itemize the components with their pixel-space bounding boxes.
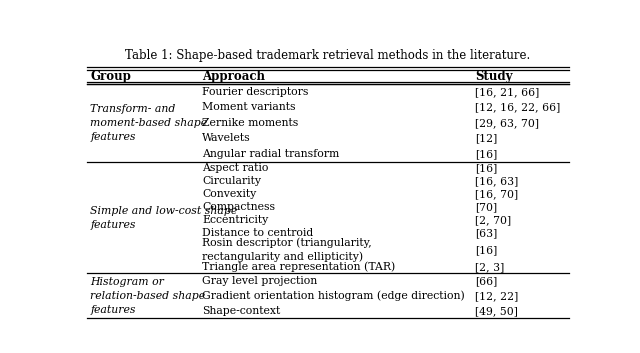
- Text: Wavelets: Wavelets: [202, 133, 251, 143]
- Text: Rosin descriptor (triangularity,
rectangularity and ellipticity): Rosin descriptor (triangularity, rectang…: [202, 238, 372, 262]
- Text: [16]: [16]: [475, 149, 497, 159]
- Text: [29, 63, 70]: [29, 63, 70]: [475, 118, 539, 128]
- Text: Gradient orientation histogram (edge direction): Gradient orientation histogram (edge dir…: [202, 291, 465, 301]
- Text: Triangle area representation (TAR): Triangle area representation (TAR): [202, 262, 396, 272]
- Text: Zernike moments: Zernike moments: [202, 118, 298, 128]
- Text: Simple and low-cost shape
features: Simple and low-cost shape features: [90, 205, 237, 229]
- Text: Circularity: Circularity: [202, 176, 261, 186]
- Text: [16, 21, 66]: [16, 21, 66]: [475, 87, 539, 97]
- Text: Compactness: Compactness: [202, 202, 275, 213]
- Text: [16, 63]: [16, 63]: [475, 176, 518, 186]
- Text: [12]: [12]: [475, 133, 497, 143]
- Text: [2, 70]: [2, 70]: [475, 215, 511, 226]
- Text: [63]: [63]: [475, 228, 497, 238]
- Text: Transform- and
moment-based shape
features: Transform- and moment-based shape featur…: [90, 104, 207, 142]
- Text: Histogram or
relation-based shape
features: Histogram or relation-based shape featur…: [90, 277, 205, 315]
- Text: Eccentricity: Eccentricity: [202, 215, 268, 226]
- Text: [49, 50]: [49, 50]: [475, 306, 518, 316]
- Text: Gray level projection: Gray level projection: [202, 276, 317, 286]
- Text: Approach: Approach: [202, 70, 265, 83]
- Text: Group: Group: [90, 70, 131, 83]
- Text: [16]: [16]: [475, 163, 497, 173]
- Text: Angular radial transform: Angular radial transform: [202, 149, 339, 159]
- Text: Distance to centroid: Distance to centroid: [202, 228, 313, 238]
- Text: [2, 3]: [2, 3]: [475, 262, 504, 272]
- Text: Convexity: Convexity: [202, 189, 256, 199]
- Text: Table 1: Shape-based trademark retrieval methods in the literature.: Table 1: Shape-based trademark retrieval…: [125, 49, 531, 62]
- Text: Shape-context: Shape-context: [202, 306, 280, 316]
- Text: [70]: [70]: [475, 202, 497, 213]
- Text: [66]: [66]: [475, 276, 497, 286]
- Text: [16, 70]: [16, 70]: [475, 189, 518, 199]
- Text: Aspect ratio: Aspect ratio: [202, 163, 268, 173]
- Text: [12, 22]: [12, 22]: [475, 291, 518, 301]
- Text: Study: Study: [475, 70, 512, 83]
- Text: Moment variants: Moment variants: [202, 102, 296, 113]
- Text: [12, 16, 22, 66]: [12, 16, 22, 66]: [475, 102, 560, 113]
- Text: Fourier descriptors: Fourier descriptors: [202, 87, 308, 97]
- Text: [16]: [16]: [475, 245, 497, 255]
